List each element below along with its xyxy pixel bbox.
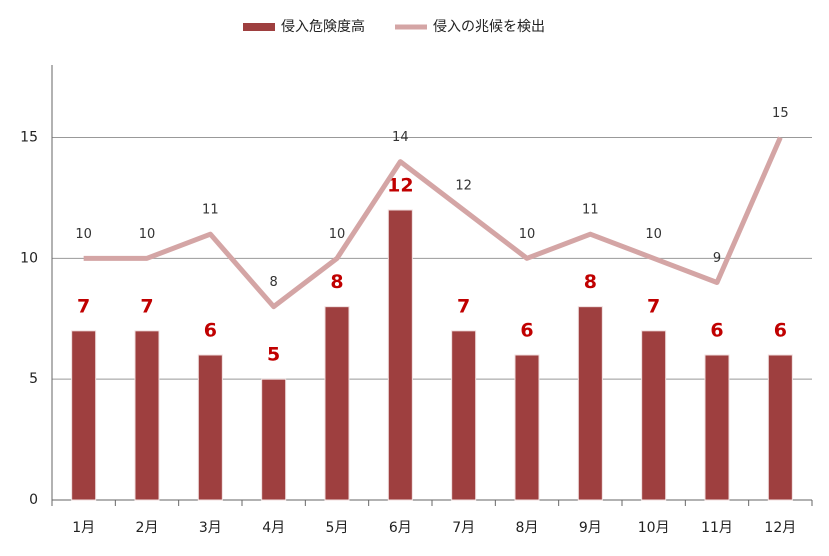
value-label: 11 [582,203,599,218]
value-label: 7 [140,295,153,317]
value-label: 6 [520,320,533,342]
bar [514,354,540,501]
y-tick-label: 0 [29,492,38,508]
bar [197,354,223,501]
x-tick-label: 3月 [199,520,222,536]
value-label: 7 [77,295,90,317]
bar [324,306,350,501]
x-tick-label: 12月 [764,520,796,536]
bar [577,306,603,501]
value-label: 9 [713,251,721,266]
bar [134,330,160,501]
x-tick-label: 11月 [701,520,733,536]
x-tick-label: 7月 [452,520,475,536]
x-tick-label: 9月 [579,520,602,536]
value-label: 10 [329,227,346,242]
legend-label: 侵入の兆候を検出 [433,18,545,35]
value-label: 5 [267,344,280,366]
bar [641,330,667,501]
x-tick-label: 2月 [136,520,159,536]
value-label: 10 [75,227,92,242]
value-label: 8 [584,271,597,293]
value-label: 8 [330,271,343,293]
bar [451,330,477,501]
x-tick-label: 1月 [72,520,95,536]
x-tick-label: 8月 [516,520,539,536]
bar [704,354,730,501]
x-tick-label: 4月 [262,520,285,536]
y-tick-label: 10 [20,250,38,266]
x-tick-label: 5月 [326,520,349,536]
legend-label: 侵入危険度高 [281,18,365,35]
x-tick-label: 10月 [638,520,670,536]
legend-swatch [243,23,275,31]
y-tick-label: 15 [20,130,38,146]
y-tick-label: 5 [29,371,38,387]
value-label: 7 [457,295,470,317]
value-label: 12 [387,175,413,197]
value-label: 15 [772,106,789,121]
value-label: 10 [519,227,536,242]
value-label: 7 [647,295,660,317]
value-label: 12 [455,179,472,194]
value-label: 10 [139,227,156,242]
x-tick-label: 6月 [389,520,412,536]
bar [767,354,793,501]
value-label: 8 [270,275,278,290]
line [83,136,783,310]
bar [261,378,287,501]
value-label: 10 [645,227,662,242]
value-label: 6 [710,320,723,342]
bar [71,330,97,501]
value-label: 6 [774,320,787,342]
value-label: 14 [392,130,409,145]
value-label: 6 [204,320,217,342]
bar [387,209,413,501]
value-label: 11 [202,203,219,218]
